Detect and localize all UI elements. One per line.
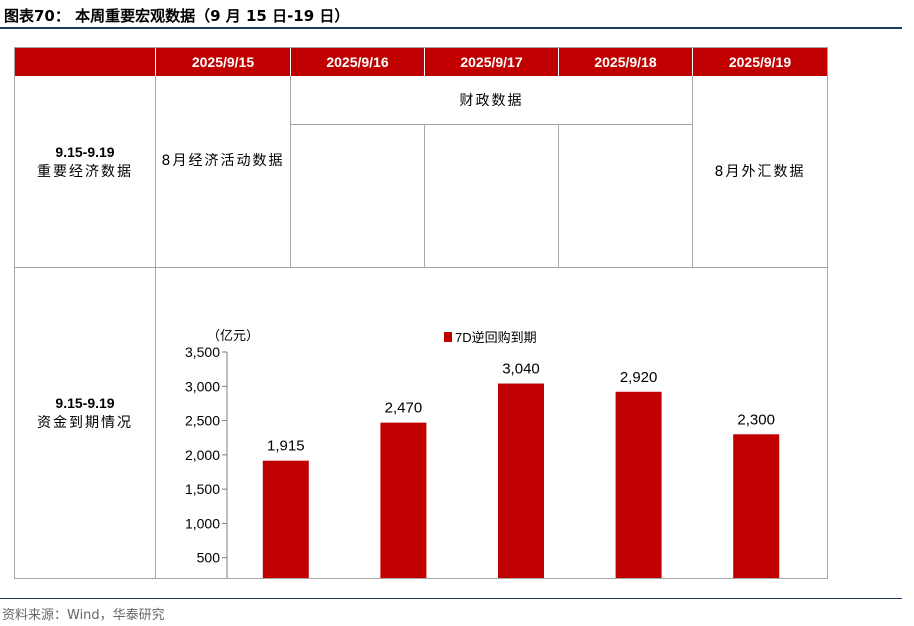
bar — [262, 460, 309, 578]
legend-label: 7D逆回购到期 — [455, 330, 537, 345]
date-header-1: 2025/9/15 — [191, 54, 255, 70]
event-fx-data: 8月外汇数据 — [714, 164, 806, 180]
row-label-liquidity: 9.15-9.19 资金到期情况 — [15, 393, 155, 433]
legend-swatch — [444, 332, 452, 342]
bar — [380, 422, 427, 578]
macro-calendar-table: 2025/9/15 2025/9/16 2025/9/17 2025/9/18 … — [14, 47, 828, 579]
reverse-repo-maturity-chart: 05001,0001,5002,0002,5003,0003,5002025-0… — [185, 328, 780, 578]
figure-title: 图表70： 本周重要宏观数据（9 月 15 日-19 日） — [4, 7, 350, 25]
row-title: 重要经济数据 — [37, 164, 133, 180]
date-header-2: 2025/9/16 — [326, 54, 389, 70]
source-note: 资料来源：Wind，华泰研究 — [2, 608, 165, 623]
date-header-row — [15, 48, 827, 76]
event-fiscal-data: 财政数据 — [459, 93, 524, 109]
row-date-range: 9.15-9.19 — [55, 144, 115, 160]
date-header-3: 2025/9/17 — [460, 54, 523, 70]
footer-rule — [0, 598, 902, 599]
title-rule — [0, 27, 902, 29]
row-label-economic-data: 9.15-9.19 重要经济数据 — [15, 142, 155, 182]
y-tick-label: 3,500 — [185, 344, 220, 360]
y-tick-label: 3,000 — [185, 378, 220, 394]
row-date-range: 9.15-9.19 — [55, 395, 115, 411]
bar-value-label: 2,920 — [620, 369, 658, 386]
row-title: 资金到期情况 — [37, 415, 133, 431]
date-header-4: 2025/9/18 — [594, 54, 657, 70]
bar-value-label: 2,470 — [385, 400, 423, 417]
bar-value-label: 2,300 — [737, 411, 775, 428]
y-tick-label: 1,000 — [185, 515, 220, 531]
event-economic-activity: 8月经济活动数据 — [161, 153, 285, 169]
y-tick-label: 2,000 — [185, 447, 220, 463]
y-tick-label: 2,500 — [185, 413, 220, 429]
y-tick-label: 500 — [197, 550, 221, 566]
bar — [615, 391, 662, 578]
bar-value-label: 3,040 — [502, 361, 540, 378]
bar-value-label: 1,915 — [267, 438, 305, 455]
bar — [498, 383, 544, 578]
y-tick-label: 1,500 — [185, 481, 220, 497]
y-axis-unit-label: （亿元） — [207, 328, 259, 343]
date-header-5: 2025/9/19 — [728, 54, 792, 70]
bar — [733, 434, 780, 578]
